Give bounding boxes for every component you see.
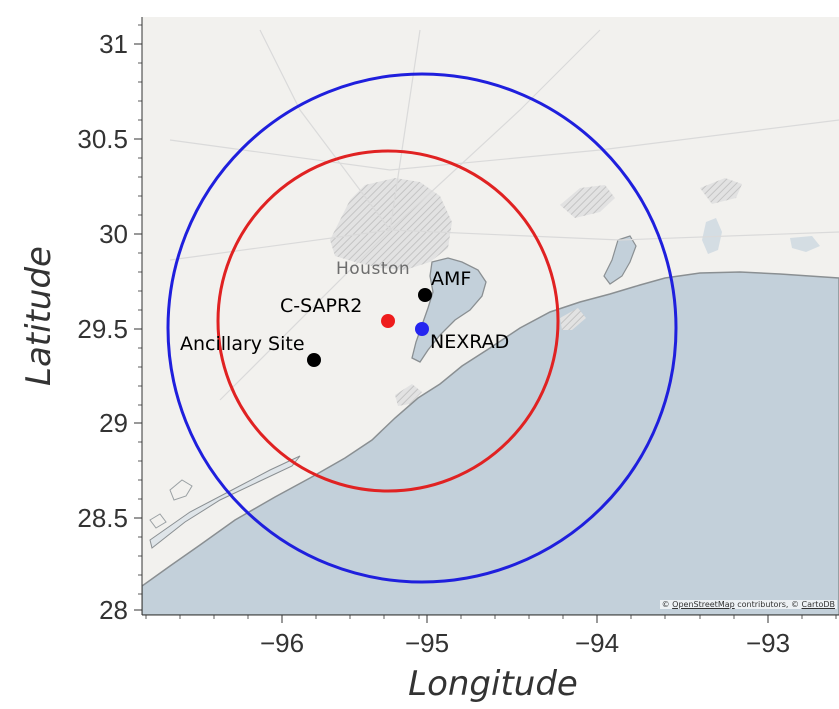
y-tick-label: 29 [99,408,128,438]
gulf-water [142,271,839,615]
x-tick-label: −96 [260,628,304,658]
urban-patch-2 [700,178,742,204]
outer-range-ring [166,72,678,584]
y-tick-label: 30.5 [77,124,128,154]
y-axis-title: Latitude [19,246,59,386]
marker-amf [418,288,432,302]
attribution-middle: contributors, © [734,600,802,609]
urban-patch-4 [560,308,586,330]
coastal-marsh [149,479,193,529]
marker-c-sapr2 [381,314,395,328]
galveston-bay [411,257,487,363]
attribution-prefix: © [661,600,673,609]
y-tick-label: 29.5 [77,314,128,344]
openstreetmap-link[interactable]: OpenStreetMap [672,600,735,609]
barrier-island-lagoon [149,455,301,549]
x-tick-label: −94 [575,628,619,658]
inner-range-ring [216,149,560,493]
inland-lake-2 [790,236,820,252]
urban-patch-1 [560,185,615,218]
y-tick-label: 28.5 [77,503,128,533]
y-axis-tick-labels: 31 30.5 30 29.5 29 28.5 28 [77,29,128,625]
x-tick-label: −95 [405,628,449,658]
map-attribution: © OpenStreetMap contributors, © CartoDB [659,600,837,609]
label-amf: AMF [431,268,471,290]
x-tick-label: −93 [746,628,790,658]
x-axis-title: Longitude [408,664,578,704]
urban-patch-3 [395,384,422,406]
inland-lake [702,218,722,254]
y-tick-label: 28 [99,595,128,625]
label-ancillary-site: Ancillary Site [180,333,305,355]
basemap: Houston AMF C-SAPR2 NEXRAD Ancillary Sit… [142,17,839,615]
roads [169,29,839,401]
label-nexrad: NEXRAD [430,331,509,353]
y-axis-ticks [134,24,142,611]
y-tick-label: 30 [99,219,128,249]
x-axis-tick-labels: −96 −95 −94 −93 [260,628,790,658]
x-axis-ticks [145,615,837,623]
place-label-houston: Houston [336,259,410,279]
y-tick-label: 31 [99,29,128,59]
cartodb-link[interactable]: CartoDB [801,600,835,609]
marker-nexrad [415,322,429,336]
marker-ancillary-site [307,353,321,367]
label-c-sapr2: C-SAPR2 [280,295,362,317]
